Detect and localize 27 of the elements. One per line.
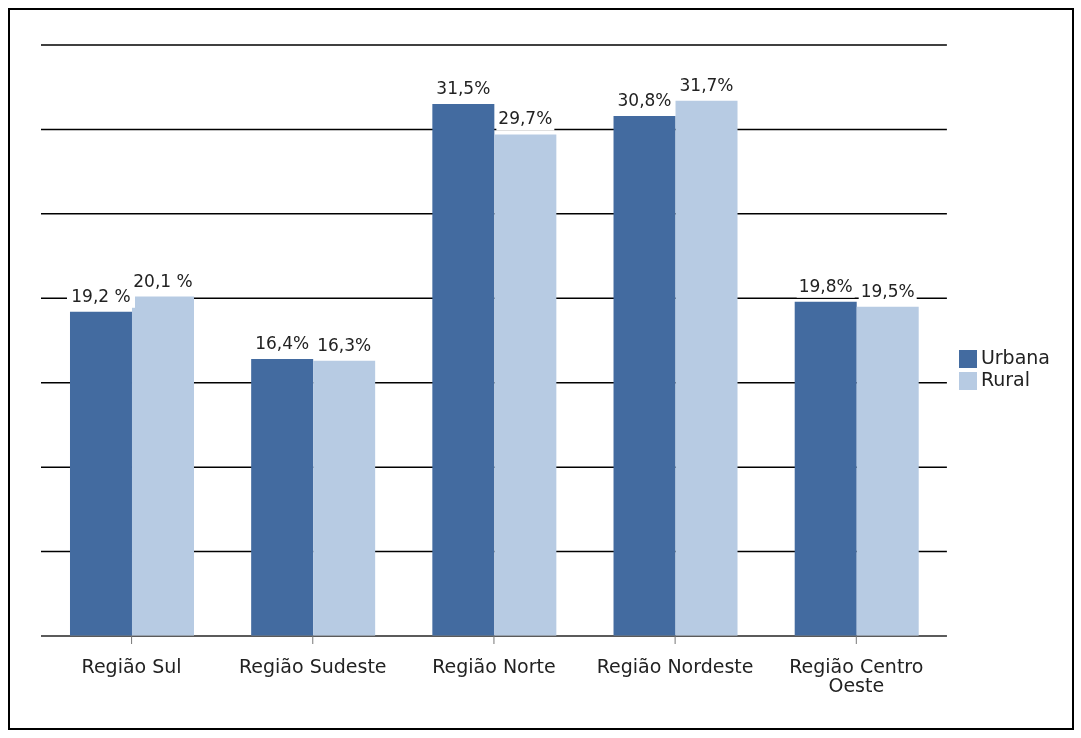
data-label: 19,8% xyxy=(798,275,853,296)
bar xyxy=(251,359,314,636)
bar xyxy=(432,104,495,636)
bar xyxy=(313,360,376,636)
x-tick-label: Região Nordeste xyxy=(596,655,754,678)
x-tick-label: Região Sudeste xyxy=(238,655,387,678)
bar xyxy=(613,115,676,636)
bar xyxy=(494,134,557,636)
bar xyxy=(131,296,194,636)
x-tick-label: Região Norte xyxy=(432,655,556,678)
data-label: 16,3% xyxy=(317,334,372,355)
bar xyxy=(794,301,857,636)
data-label: 19,5% xyxy=(860,280,915,301)
bar xyxy=(675,100,738,636)
data-label: 31,7% xyxy=(679,74,734,95)
data-label: 30,8% xyxy=(617,89,672,110)
data-label: 16,4% xyxy=(255,333,310,354)
data-label: 20,1 % xyxy=(133,270,193,291)
legend-label: Urbana xyxy=(980,346,1050,368)
x-tick-label: Região Sul xyxy=(81,655,182,678)
bar xyxy=(856,306,919,636)
data-label: 31,5% xyxy=(436,78,491,99)
data-label: 29,7% xyxy=(498,108,553,129)
bar xyxy=(69,311,132,636)
legend-label: Rural xyxy=(980,368,1031,390)
data-label: 19,2 % xyxy=(71,285,131,306)
x-tick-label: Região Centro Oeste xyxy=(789,655,924,697)
